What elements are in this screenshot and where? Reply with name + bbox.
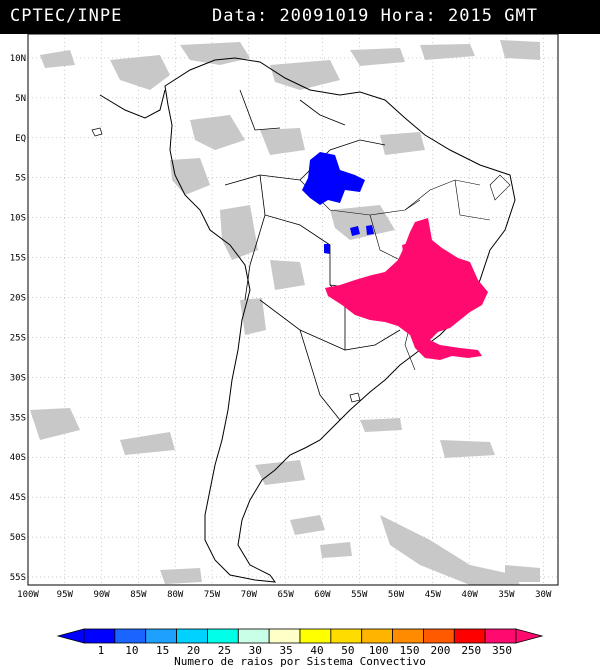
legend: 1 10 15 20 25 30 35 40 50 100 150 200 250 350 Numero … <box>56 628 544 668</box>
legend-swatch <box>453 628 486 644</box>
graticule <box>27 34 558 585</box>
country-borders <box>224 89 401 421</box>
lon-label: 70W <box>241 590 258 600</box>
legend-swatch <box>207 628 239 644</box>
legend-swatch <box>484 628 517 644</box>
org-title: CPTEC/INPE <box>10 6 123 26</box>
date-value: 20091019 <box>279 6 370 26</box>
lat-label: 55S <box>10 573 26 583</box>
lon-label: 50W <box>388 590 405 600</box>
legend-value: 1 <box>98 644 105 657</box>
date-label: Data: <box>212 6 269 26</box>
southeast-system <box>325 218 488 360</box>
header-bar: CPTEC/INPE Data: 20091019 Hora: 2015 GMT <box>0 0 600 34</box>
legend-swatch <box>299 628 332 644</box>
lat-label: 10N <box>10 54 26 64</box>
lat-label: 25S <box>10 333 26 343</box>
lat-label: EQ <box>15 134 26 144</box>
legend-value: 35 <box>279 644 292 657</box>
legend-title: Numero de raios por Sistema Convectivo <box>174 655 426 668</box>
map-frame <box>27 34 559 586</box>
map-area <box>28 34 558 585</box>
legend-value: 40 <box>310 644 323 657</box>
lat-label: 5N <box>15 94 26 104</box>
legend-swatch <box>361 628 393 644</box>
legend-arrow-left <box>56 628 85 644</box>
legend-arrow-right <box>515 628 544 644</box>
lat-label: 40S <box>10 453 26 463</box>
lat-label: 50S <box>10 533 26 543</box>
legend-colorbar <box>56 628 544 644</box>
legend-value: 350 <box>492 644 512 657</box>
coastlines <box>99 57 516 583</box>
lon-label: 40W <box>462 590 479 600</box>
legend-value: 25 <box>218 644 231 657</box>
legend-value: 20 <box>187 644 200 657</box>
legend-value: 50 <box>341 644 354 657</box>
legend-swatch <box>237 628 270 644</box>
lat-label: 10S <box>10 214 26 224</box>
longitude-labels: 100W 95W 90W 85W 80W 75W 70W 65W 60W 55W 50W 45W 40W… <box>17 590 552 600</box>
islands <box>91 127 361 403</box>
timestamp: Data: 20091019 Hora: 2015 GMT <box>212 6 538 26</box>
legend-swatch <box>83 628 116 644</box>
lon-label: 30W <box>535 590 552 600</box>
lat-label: 15S <box>10 254 26 264</box>
lon-label: 75W <box>204 590 221 600</box>
cloud-cover <box>30 40 540 585</box>
latitude-labels: 10N 5N EQ 5S 10S 15S 20S 25S 30S 35S 40S 45S 50S 55S <box>10 54 26 583</box>
legend-value: 15 <box>156 644 169 657</box>
legend-swatch <box>330 628 363 644</box>
lon-label: 100W <box>17 590 39 600</box>
hour-label: Hora: <box>380 6 437 26</box>
amazon-system <box>302 152 374 254</box>
lat-label: 5S <box>15 174 26 184</box>
lon-label: 45W <box>425 590 442 600</box>
lon-label: 95W <box>57 590 74 600</box>
lat-label: 30S <box>10 373 26 383</box>
legend-value: 250 <box>461 644 481 657</box>
legend-swatch <box>114 628 147 644</box>
lon-label: 80W <box>167 590 184 600</box>
lon-label: 85W <box>130 590 147 600</box>
lon-label: 90W <box>93 590 110 600</box>
legend-swatch <box>392 628 424 644</box>
legend-value: 30 <box>249 644 262 657</box>
timezone: GMT <box>504 6 538 26</box>
legend-swatch <box>145 628 177 644</box>
legend-value: 150 <box>400 644 420 657</box>
legend-swatch <box>176 628 208 644</box>
legend-value: 100 <box>369 644 389 657</box>
legend-value: 200 <box>430 644 450 657</box>
lon-label: 55W <box>351 590 368 600</box>
legend-swatch <box>268 628 301 644</box>
lon-label: 65W <box>278 590 295 600</box>
hour-value: 2015 <box>448 6 493 26</box>
lat-label: 20S <box>10 294 26 304</box>
lon-label: 35W <box>498 590 515 600</box>
legend-swatch <box>423 628 455 644</box>
legend-values: 1 10 15 20 25 30 35 40 50 100 150 200 250 350 <box>98 644 512 657</box>
lon-label: 60W <box>314 590 331 600</box>
legend-value: 10 <box>125 644 138 657</box>
lat-label: 35S <box>10 413 26 423</box>
lightning-map: 10N5NEQ5S10S15S20S25S30S35S40S45S50S55S … <box>10 34 559 600</box>
lat-label: 45S <box>10 493 26 503</box>
